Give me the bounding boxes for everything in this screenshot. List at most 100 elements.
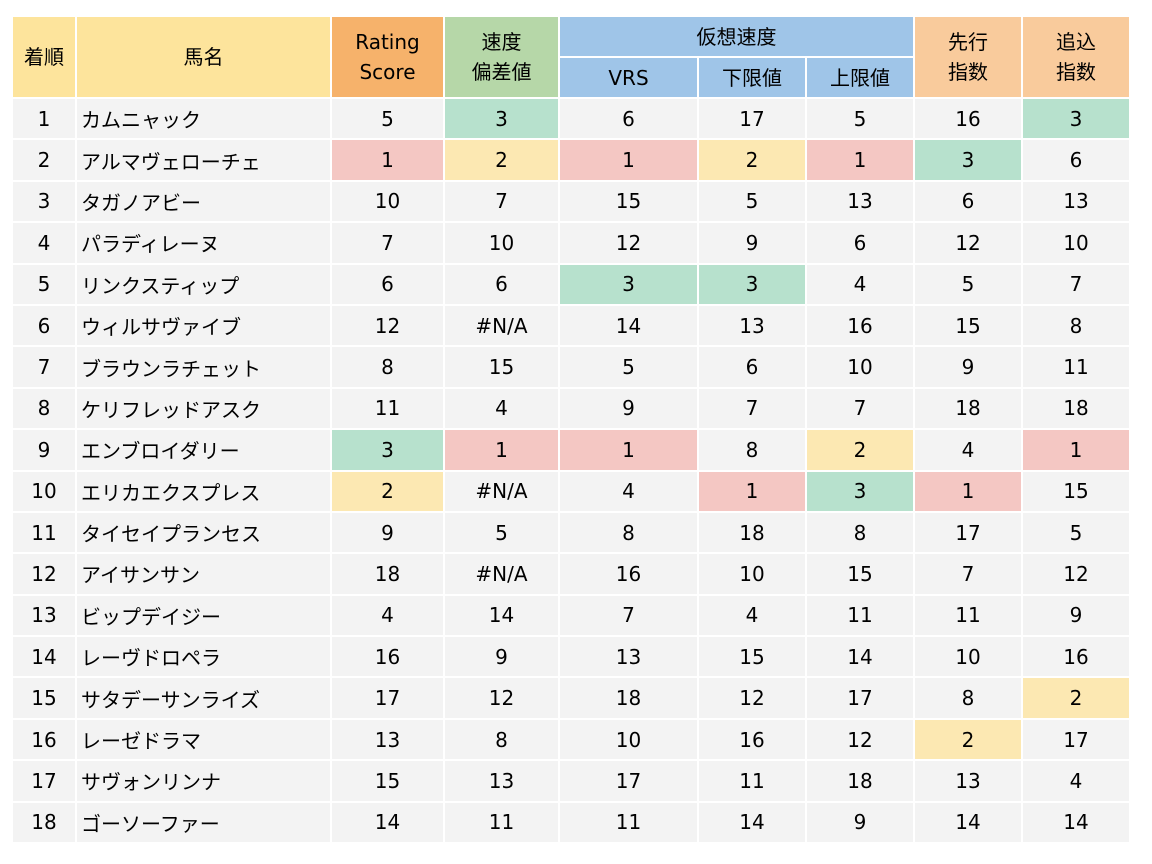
cell-vrs[interactable]: 16 — [558, 552, 699, 596]
cell-vrs[interactable]: 12 — [558, 221, 699, 265]
cell-rating-score[interactable]: 6 — [330, 262, 445, 306]
cell-rating-score[interactable]: 2 — [330, 469, 445, 513]
cell-horse-name[interactable]: タガノアビー — [75, 179, 332, 224]
cell-horse-name[interactable]: サタデーサンライズ — [75, 676, 332, 720]
cell-vrs[interactable]: 6 — [558, 96, 699, 141]
cell-closer-index[interactable]: 16 — [1021, 635, 1131, 679]
cell-lead-index[interactable]: 15 — [913, 303, 1023, 348]
cell-lead-index[interactable]: 17 — [913, 510, 1023, 555]
cell-lead-index[interactable]: 16 — [913, 96, 1023, 141]
cell-rank[interactable]: 2 — [11, 138, 77, 182]
header-speed-deviation[interactable]: 速度 偏差値 — [443, 15, 560, 99]
cell-rank[interactable]: 15 — [11, 676, 77, 720]
header-virtual-speed[interactable]: 仮想速度 — [558, 15, 915, 58]
cell-rating-score[interactable]: 8 — [330, 345, 445, 389]
cell-vrs[interactable]: 17 — [558, 759, 699, 803]
cell-rating-score[interactable]: 17 — [330, 676, 445, 720]
cell-upper-limit[interactable]: 2 — [805, 428, 915, 472]
cell-lower-limit[interactable]: 7 — [697, 386, 807, 431]
cell-rating-score[interactable]: 14 — [330, 800, 445, 845]
header-upper-limit[interactable]: 上限値 — [805, 56, 915, 99]
cell-horse-name[interactable]: レーヴドロペラ — [75, 635, 332, 679]
cell-vrs[interactable]: 8 — [558, 510, 699, 555]
cell-closer-index[interactable]: 1 — [1021, 428, 1131, 472]
cell-horse-name[interactable]: エリカエクスプレス — [75, 469, 332, 513]
cell-lead-index[interactable]: 9 — [913, 345, 1023, 389]
header-horse-name[interactable]: 馬名 — [75, 15, 332, 99]
cell-closer-index[interactable]: 4 — [1021, 759, 1131, 803]
cell-upper-limit[interactable]: 8 — [805, 510, 915, 555]
cell-rank[interactable]: 11 — [11, 510, 77, 555]
cell-closer-index[interactable]: 18 — [1021, 386, 1131, 431]
cell-lead-index[interactable]: 11 — [913, 593, 1023, 638]
cell-horse-name[interactable]: タイセイプランセス — [75, 510, 332, 555]
cell-closer-index[interactable]: 3 — [1021, 96, 1131, 141]
cell-upper-limit[interactable]: 18 — [805, 759, 915, 803]
cell-upper-limit[interactable]: 10 — [805, 345, 915, 389]
cell-lower-limit[interactable]: 11 — [697, 759, 807, 803]
cell-upper-limit[interactable]: 6 — [805, 221, 915, 265]
cell-rank[interactable]: 3 — [11, 179, 77, 224]
cell-lead-index[interactable]: 6 — [913, 179, 1023, 224]
cell-upper-limit[interactable]: 14 — [805, 635, 915, 679]
cell-lead-index[interactable]: 5 — [913, 262, 1023, 306]
header-vrs[interactable]: VRS — [558, 56, 699, 99]
cell-horse-name[interactable]: サヴォンリンナ — [75, 759, 332, 803]
cell-speed-deviation[interactable]: 1 — [443, 428, 560, 472]
cell-closer-index[interactable]: 11 — [1021, 345, 1131, 389]
cell-rank[interactable]: 12 — [11, 552, 77, 596]
cell-speed-deviation[interactable]: 7 — [443, 179, 560, 224]
cell-speed-deviation[interactable]: 5 — [443, 510, 560, 555]
cell-vrs[interactable]: 18 — [558, 676, 699, 720]
cell-closer-index[interactable]: 12 — [1021, 552, 1131, 596]
cell-horse-name[interactable]: リンクスティップ — [75, 262, 332, 306]
cell-horse-name[interactable]: ビップデイジー — [75, 593, 332, 638]
cell-speed-deviation[interactable]: 12 — [443, 676, 560, 720]
cell-rating-score[interactable]: 15 — [330, 759, 445, 803]
cell-upper-limit[interactable]: 3 — [805, 469, 915, 513]
cell-horse-name[interactable]: パラディレーヌ — [75, 221, 332, 265]
cell-rating-score[interactable]: 9 — [330, 510, 445, 555]
cell-lower-limit[interactable]: 10 — [697, 552, 807, 596]
cell-lower-limit[interactable]: 9 — [697, 221, 807, 265]
cell-vrs[interactable]: 4 — [558, 469, 699, 513]
cell-vrs[interactable]: 11 — [558, 800, 699, 845]
cell-upper-limit[interactable]: 15 — [805, 552, 915, 596]
cell-lead-index[interactable]: 12 — [913, 221, 1023, 265]
cell-rating-score[interactable]: 11 — [330, 386, 445, 431]
cell-speed-deviation[interactable]: #N/A — [443, 303, 560, 348]
cell-lower-limit[interactable]: 2 — [697, 138, 807, 182]
cell-lead-index[interactable]: 18 — [913, 386, 1023, 431]
cell-speed-deviation[interactable]: 9 — [443, 635, 560, 679]
cell-closer-index[interactable]: 7 — [1021, 262, 1131, 306]
cell-speed-deviation[interactable]: 4 — [443, 386, 560, 431]
cell-vrs[interactable]: 10 — [558, 717, 699, 762]
cell-horse-name[interactable]: エンブロイダリー — [75, 428, 332, 472]
cell-vrs[interactable]: 15 — [558, 179, 699, 224]
cell-upper-limit[interactable]: 11 — [805, 593, 915, 638]
cell-horse-name[interactable]: ブラウンラチェット — [75, 345, 332, 389]
cell-upper-limit[interactable]: 9 — [805, 800, 915, 845]
cell-vrs[interactable]: 5 — [558, 345, 699, 389]
cell-lead-index[interactable]: 1 — [913, 469, 1023, 513]
header-rating-score[interactable]: Rating Score — [330, 15, 445, 99]
cell-vrs[interactable]: 9 — [558, 386, 699, 431]
cell-rank[interactable]: 9 — [11, 428, 77, 472]
cell-rating-score[interactable]: 13 — [330, 717, 445, 762]
cell-vrs[interactable]: 3 — [558, 262, 699, 306]
cell-speed-deviation[interactable]: 6 — [443, 262, 560, 306]
cell-rank[interactable]: 13 — [11, 593, 77, 638]
cell-rank[interactable]: 10 — [11, 469, 77, 513]
cell-vrs[interactable]: 1 — [558, 138, 699, 182]
cell-lead-index[interactable]: 4 — [913, 428, 1023, 472]
cell-lower-limit[interactable]: 4 — [697, 593, 807, 638]
cell-lower-limit[interactable]: 6 — [697, 345, 807, 389]
cell-lead-index[interactable]: 14 — [913, 800, 1023, 845]
cell-speed-deviation[interactable]: 13 — [443, 759, 560, 803]
cell-rating-score[interactable]: 1 — [330, 138, 445, 182]
cell-rank[interactable]: 18 — [11, 800, 77, 845]
cell-lower-limit[interactable]: 17 — [697, 96, 807, 141]
cell-lead-index[interactable]: 2 — [913, 717, 1023, 762]
cell-speed-deviation[interactable]: 10 — [443, 221, 560, 265]
cell-upper-limit[interactable]: 5 — [805, 96, 915, 141]
